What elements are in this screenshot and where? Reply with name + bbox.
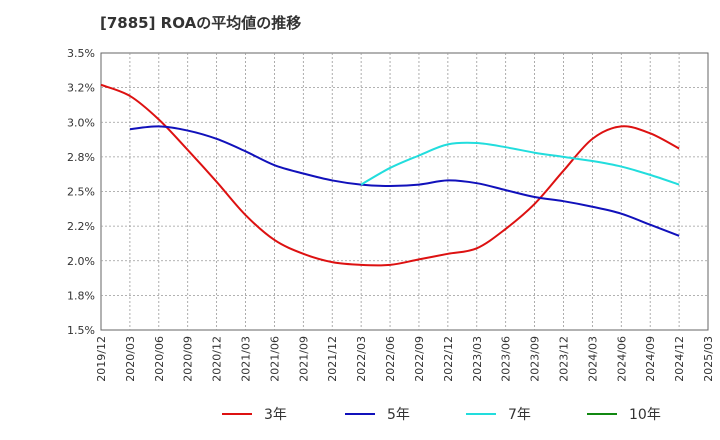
x-tick-label: 2019/12 <box>95 336 108 382</box>
x-tick-label: 2024/03 <box>586 336 599 382</box>
y-tick-label: 1.8% <box>67 289 95 302</box>
series-line-1 <box>100 83 680 267</box>
x-tick-label: 2022/03 <box>355 336 368 382</box>
legend-label-4: 10年 <box>629 407 661 423</box>
x-tick-label: 2020/09 <box>182 336 195 382</box>
legend-label-1: 3年 <box>264 407 287 423</box>
x-tick-label: 2020/06 <box>153 336 166 382</box>
legend-label-2: 5年 <box>387 407 410 423</box>
x-axis-ticks: 2019/12 2020/03 2020/06 2020/09 2020/12 2021/… <box>95 336 715 382</box>
y-axis-ticks: 3.5% 3.2% 3.0% 2.8% 2.5% 2.2% 2.0% 1.8% 1.5% <box>67 47 95 337</box>
x-tick-label: 2022/12 <box>442 336 455 382</box>
y-tick-label: 3.0% <box>67 116 95 129</box>
x-tick-label: 2020/03 <box>124 336 137 382</box>
x-tick-label: 2020/12 <box>211 336 224 382</box>
x-tick-label: 2022/09 <box>413 336 426 382</box>
y-tick-label: 3.5% <box>67 47 95 60</box>
plot-frame <box>100 52 709 331</box>
y-tick-label: 2.0% <box>67 255 95 268</box>
x-tick-label: 2025/03 <box>702 336 715 382</box>
x-tick-label: 2021/06 <box>268 336 281 382</box>
series-line-3 <box>360 141 680 186</box>
y-tick-label: 1.5% <box>67 324 95 337</box>
x-tick-label: 2021/12 <box>326 336 339 382</box>
x-tick-label: 2021/03 <box>240 336 253 382</box>
grid <box>100 52 709 331</box>
y-tick-label: 3.2% <box>67 82 95 95</box>
x-tick-label: 2023/06 <box>500 336 513 382</box>
x-tick-label: 2024/12 <box>673 336 686 382</box>
x-tick-label: 2024/09 <box>644 336 657 382</box>
series-lines <box>100 83 680 267</box>
chart-title: [7885] ROAの平均値の推移 <box>100 14 301 32</box>
x-tick-label: 2022/06 <box>384 336 397 382</box>
x-tick-label: 2023/12 <box>557 336 570 382</box>
legend: 3年 5年 7年 10年 <box>222 407 661 423</box>
x-tick-label: 2021/09 <box>297 336 310 382</box>
x-tick-label: 2023/03 <box>471 336 484 382</box>
y-tick-label: 2.5% <box>67 186 95 199</box>
x-tick-label: 2023/09 <box>529 336 542 382</box>
series-line-2 <box>129 125 680 237</box>
y-tick-label: 2.8% <box>67 151 95 164</box>
x-tick-label: 2024/06 <box>615 336 628 382</box>
y-tick-label: 2.2% <box>67 220 95 233</box>
legend-label-3: 7年 <box>508 407 531 423</box>
